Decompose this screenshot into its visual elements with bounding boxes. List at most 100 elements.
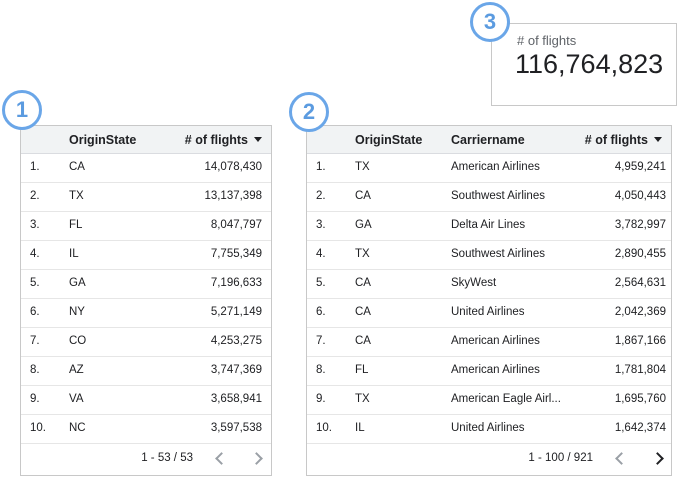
table-cell: FL <box>355 364 369 376</box>
row-divider <box>21 414 271 415</box>
table-cell: GA <box>355 219 372 231</box>
row-divider <box>21 443 271 444</box>
table-cell: NC <box>69 422 86 434</box>
row-index: 4. <box>316 248 326 260</box>
row-index: 2. <box>30 190 40 202</box>
row-index: 10. <box>316 422 332 434</box>
table-cell: 4,959,241 <box>614 161 666 173</box>
row-index: 1. <box>316 161 326 173</box>
table-cell: IL <box>69 248 79 260</box>
table-cell: TX <box>355 248 370 260</box>
row-divider <box>307 298 671 299</box>
table-cell: 4,050,443 <box>614 190 666 202</box>
table-cell: CA <box>69 161 85 173</box>
row-index: 8. <box>316 364 326 376</box>
table-cell: 1,695,760 <box>614 393 666 405</box>
row-divider <box>307 211 671 212</box>
scorecard-value: 116,764,823 <box>515 49 664 79</box>
badge: 1 <box>2 90 42 130</box>
table-cell: CO <box>69 335 87 347</box>
row-index: 6. <box>30 306 40 318</box>
row-divider <box>307 356 671 357</box>
table-cell: 3,747,369 <box>210 364 262 376</box>
row-index: 6. <box>316 306 326 318</box>
row-divider <box>307 240 671 241</box>
pagination-label: 1 - 100 / 921 <box>528 452 593 464</box>
table-cell: 4,253,275 <box>210 335 262 347</box>
table-cell: American Airlines <box>451 161 540 173</box>
table-cell: 1,642,374 <box>614 422 666 434</box>
table-cell: 8,047,797 <box>210 219 262 231</box>
row-divider <box>307 385 671 386</box>
table-cell: AZ <box>69 364 84 376</box>
row-index: 5. <box>30 277 40 289</box>
sort-arrow <box>654 137 662 142</box>
table-cell: TX <box>355 161 370 173</box>
scorecard <box>491 23 677 106</box>
row-index: 3. <box>316 219 326 231</box>
scorecard-label: # of flights <box>517 33 577 48</box>
badge: 2 <box>289 92 329 132</box>
table-cell: 13,137,398 <box>204 190 262 202</box>
row-divider <box>21 240 271 241</box>
row-divider <box>307 182 671 183</box>
row-divider <box>21 269 271 270</box>
row-divider <box>307 269 671 270</box>
table-cell: TX <box>355 393 370 405</box>
table-cell: United Airlines <box>451 422 525 434</box>
table-cell: 14,078,430 <box>204 161 262 173</box>
column-header[interactable]: Carriername <box>451 133 525 147</box>
sort-arrow <box>254 137 262 142</box>
table-cell: American Eagle Airl... <box>451 393 561 405</box>
row-divider <box>21 327 271 328</box>
row-index: 10. <box>30 422 46 434</box>
row-divider <box>21 356 271 357</box>
table-cell: Southwest Airlines <box>451 190 545 202</box>
table-cell: CA <box>355 190 371 202</box>
row-index: 8. <box>30 364 40 376</box>
row-index: 4. <box>30 248 40 260</box>
column-header[interactable]: # of flights <box>184 133 248 147</box>
table-header <box>21 126 271 154</box>
table-cell: NY <box>69 306 85 318</box>
row-index: 9. <box>30 393 40 405</box>
row-index: 9. <box>316 393 326 405</box>
column-header[interactable]: # of flights <box>584 133 648 147</box>
table-cell: IL <box>355 422 365 434</box>
table-cell: American Airlines <box>451 364 540 376</box>
row-index: 7. <box>30 335 40 347</box>
table-cell: 5,271,149 <box>210 306 262 318</box>
table-cell: CA <box>355 306 371 318</box>
row-divider <box>21 211 271 212</box>
table-cell: TX <box>69 190 84 202</box>
table-cell: 2,564,631 <box>614 277 666 289</box>
table-cell: 3,658,941 <box>210 393 262 405</box>
table-cell: 7,196,633 <box>210 277 262 289</box>
row-index: 5. <box>316 277 326 289</box>
row-divider <box>307 414 671 415</box>
row-index: 7. <box>316 335 326 347</box>
table-cell: FL <box>69 219 83 231</box>
table-cell: 3,597,538 <box>210 422 262 434</box>
table <box>306 125 672 476</box>
table-cell: United Airlines <box>451 306 525 318</box>
pagination-label: 1 - 53 / 53 <box>141 452 193 464</box>
row-index: 1. <box>30 161 40 173</box>
table-header <box>307 126 671 154</box>
table-cell: 1,781,804 <box>614 364 666 376</box>
table-cell: Southwest Airlines <box>451 248 545 260</box>
row-index: 2. <box>316 190 326 202</box>
table <box>20 125 272 476</box>
table-cell: 7,755,349 <box>210 248 262 260</box>
table-cell: GA <box>69 277 86 289</box>
row-divider <box>307 327 671 328</box>
column-header[interactable]: OriginState <box>355 133 423 147</box>
column-header[interactable]: OriginState <box>69 133 137 147</box>
table-cell: Delta Air Lines <box>451 219 526 231</box>
badge: 3 <box>470 2 510 42</box>
table-cell: American Airlines <box>451 335 540 347</box>
row-divider <box>21 182 271 183</box>
row-divider <box>21 385 271 386</box>
table-cell: 2,042,369 <box>614 306 666 318</box>
